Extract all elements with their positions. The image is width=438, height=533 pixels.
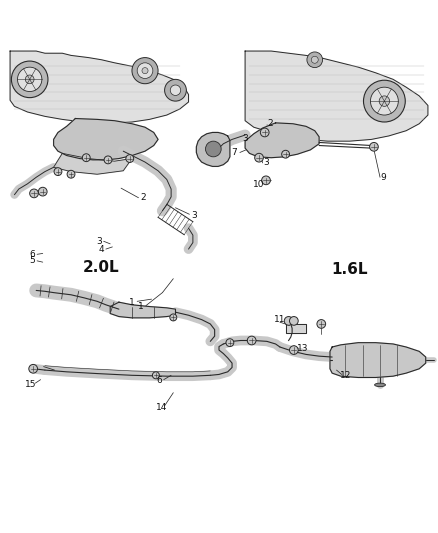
Circle shape xyxy=(11,61,48,98)
Circle shape xyxy=(226,339,234,346)
Polygon shape xyxy=(196,133,230,166)
Circle shape xyxy=(25,75,34,84)
Circle shape xyxy=(254,154,263,162)
Polygon shape xyxy=(110,302,176,318)
Circle shape xyxy=(82,154,90,161)
Circle shape xyxy=(261,176,270,184)
Circle shape xyxy=(39,187,47,196)
Circle shape xyxy=(126,155,134,163)
Circle shape xyxy=(247,336,256,345)
Circle shape xyxy=(137,63,153,78)
Text: 1: 1 xyxy=(138,302,144,311)
Circle shape xyxy=(104,156,112,164)
Text: 5: 5 xyxy=(29,256,35,265)
Text: 12: 12 xyxy=(340,371,352,380)
Polygon shape xyxy=(53,118,158,160)
Circle shape xyxy=(152,372,159,379)
Text: 9: 9 xyxy=(381,173,386,182)
Text: 10: 10 xyxy=(253,180,265,189)
Circle shape xyxy=(379,96,390,107)
Text: 3: 3 xyxy=(263,158,269,167)
Circle shape xyxy=(67,171,75,178)
Circle shape xyxy=(284,317,293,325)
Circle shape xyxy=(170,314,177,321)
Text: 14: 14 xyxy=(156,403,167,413)
Circle shape xyxy=(30,189,39,198)
Polygon shape xyxy=(245,123,319,158)
Polygon shape xyxy=(53,154,132,174)
Polygon shape xyxy=(10,51,188,123)
Text: 2: 2 xyxy=(140,193,146,202)
Text: 3: 3 xyxy=(191,211,197,220)
Circle shape xyxy=(132,58,158,84)
Circle shape xyxy=(370,142,378,151)
Text: 7: 7 xyxy=(231,148,237,157)
Text: 13: 13 xyxy=(297,344,308,353)
Text: 3: 3 xyxy=(242,134,248,143)
Circle shape xyxy=(290,346,298,354)
Polygon shape xyxy=(245,51,428,141)
Circle shape xyxy=(317,320,325,328)
Text: 6: 6 xyxy=(156,376,162,385)
Circle shape xyxy=(364,80,405,122)
Text: 15: 15 xyxy=(25,379,37,389)
Circle shape xyxy=(165,79,186,101)
Circle shape xyxy=(54,168,62,175)
Text: 2.0L: 2.0L xyxy=(83,260,120,275)
Circle shape xyxy=(142,68,148,74)
Text: 2: 2 xyxy=(268,119,273,128)
Text: 6: 6 xyxy=(29,250,35,259)
Text: 1: 1 xyxy=(129,298,135,306)
Text: 4: 4 xyxy=(99,245,104,254)
Text: 3: 3 xyxy=(96,237,102,246)
Circle shape xyxy=(371,87,398,115)
Circle shape xyxy=(18,67,42,92)
Circle shape xyxy=(260,128,269,137)
Circle shape xyxy=(170,85,181,95)
Circle shape xyxy=(205,141,221,157)
Circle shape xyxy=(29,365,38,373)
Circle shape xyxy=(311,56,318,63)
Circle shape xyxy=(290,317,298,325)
Text: 11: 11 xyxy=(274,315,286,324)
Circle shape xyxy=(307,52,322,68)
Circle shape xyxy=(282,150,290,158)
Text: 1.6L: 1.6L xyxy=(331,262,368,278)
Polygon shape xyxy=(330,343,426,377)
Polygon shape xyxy=(286,324,306,333)
Ellipse shape xyxy=(374,383,385,386)
